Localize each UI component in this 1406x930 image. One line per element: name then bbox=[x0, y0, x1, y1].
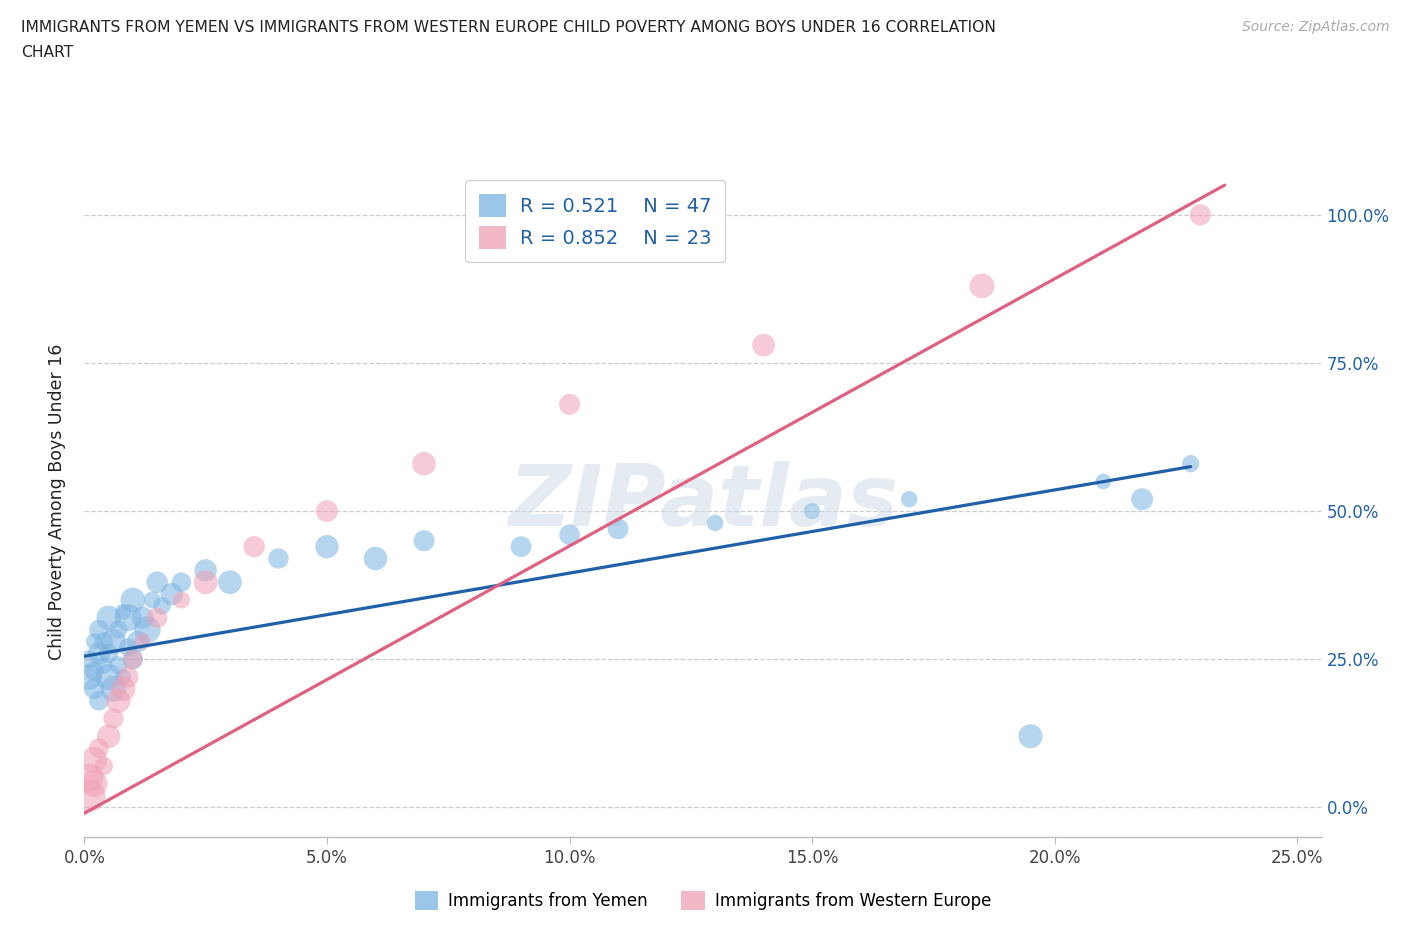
Text: ZIPatlas: ZIPatlas bbox=[508, 460, 898, 544]
Point bbox=[77, 652, 100, 667]
Point bbox=[117, 610, 139, 625]
Point bbox=[93, 759, 115, 774]
Point bbox=[136, 622, 159, 637]
Point bbox=[77, 670, 100, 684]
Legend: R = 0.521    N = 47, R = 0.852    N = 23: R = 0.521 N = 47, R = 0.852 N = 23 bbox=[465, 180, 725, 262]
Point bbox=[122, 652, 145, 667]
Point bbox=[194, 575, 217, 590]
Point bbox=[131, 634, 153, 649]
Point bbox=[103, 711, 125, 726]
Point bbox=[316, 539, 339, 554]
Point bbox=[704, 515, 727, 530]
Point bbox=[413, 533, 436, 548]
Point bbox=[93, 634, 115, 649]
Text: CHART: CHART bbox=[21, 45, 73, 60]
Point bbox=[87, 645, 110, 660]
Point bbox=[93, 658, 115, 672]
Point bbox=[607, 522, 630, 537]
Point bbox=[219, 575, 242, 590]
Point bbox=[146, 575, 169, 590]
Point bbox=[801, 504, 824, 519]
Point bbox=[1180, 457, 1202, 472]
Point bbox=[131, 610, 153, 625]
Point bbox=[103, 682, 125, 697]
Point bbox=[83, 682, 105, 697]
Point bbox=[97, 729, 120, 744]
Point bbox=[107, 658, 129, 672]
Point bbox=[112, 670, 135, 684]
Point bbox=[150, 599, 173, 614]
Point bbox=[112, 682, 135, 697]
Point bbox=[160, 587, 183, 602]
Text: Source: ZipAtlas.com: Source: ZipAtlas.com bbox=[1241, 20, 1389, 34]
Point bbox=[77, 788, 100, 803]
Point bbox=[87, 740, 110, 755]
Point bbox=[103, 634, 125, 649]
Point bbox=[413, 457, 436, 472]
Point bbox=[97, 645, 120, 660]
Y-axis label: Child Poverty Among Boys Under 16: Child Poverty Among Boys Under 16 bbox=[48, 344, 66, 660]
Text: IMMIGRANTS FROM YEMEN VS IMMIGRANTS FROM WESTERN EUROPE CHILD POVERTY AMONG BOYS: IMMIGRANTS FROM YEMEN VS IMMIGRANTS FROM… bbox=[21, 20, 995, 35]
Point bbox=[77, 770, 100, 785]
Point bbox=[558, 527, 581, 542]
Point bbox=[83, 752, 105, 767]
Point bbox=[83, 664, 105, 679]
Point bbox=[146, 610, 169, 625]
Legend: Immigrants from Yemen, Immigrants from Western Europe: Immigrants from Yemen, Immigrants from W… bbox=[408, 884, 998, 917]
Point bbox=[112, 604, 135, 619]
Point bbox=[87, 622, 110, 637]
Point bbox=[170, 575, 193, 590]
Point bbox=[194, 563, 217, 578]
Point bbox=[87, 693, 110, 708]
Point bbox=[97, 610, 120, 625]
Point bbox=[83, 777, 105, 791]
Point bbox=[898, 492, 921, 507]
Point bbox=[83, 634, 105, 649]
Point bbox=[107, 622, 129, 637]
Point bbox=[243, 539, 266, 554]
Point bbox=[141, 592, 163, 607]
Point bbox=[127, 634, 149, 649]
Point bbox=[1019, 729, 1042, 744]
Point bbox=[510, 539, 533, 554]
Point bbox=[1130, 492, 1153, 507]
Point bbox=[117, 670, 139, 684]
Point bbox=[1189, 207, 1212, 222]
Point bbox=[122, 592, 145, 607]
Point bbox=[558, 397, 581, 412]
Point bbox=[1092, 474, 1115, 489]
Point bbox=[364, 551, 387, 566]
Point bbox=[117, 640, 139, 655]
Point bbox=[122, 652, 145, 667]
Point bbox=[97, 670, 120, 684]
Point bbox=[107, 693, 129, 708]
Point bbox=[970, 278, 993, 293]
Point bbox=[267, 551, 290, 566]
Point bbox=[316, 504, 339, 519]
Point bbox=[170, 592, 193, 607]
Point bbox=[752, 338, 775, 352]
